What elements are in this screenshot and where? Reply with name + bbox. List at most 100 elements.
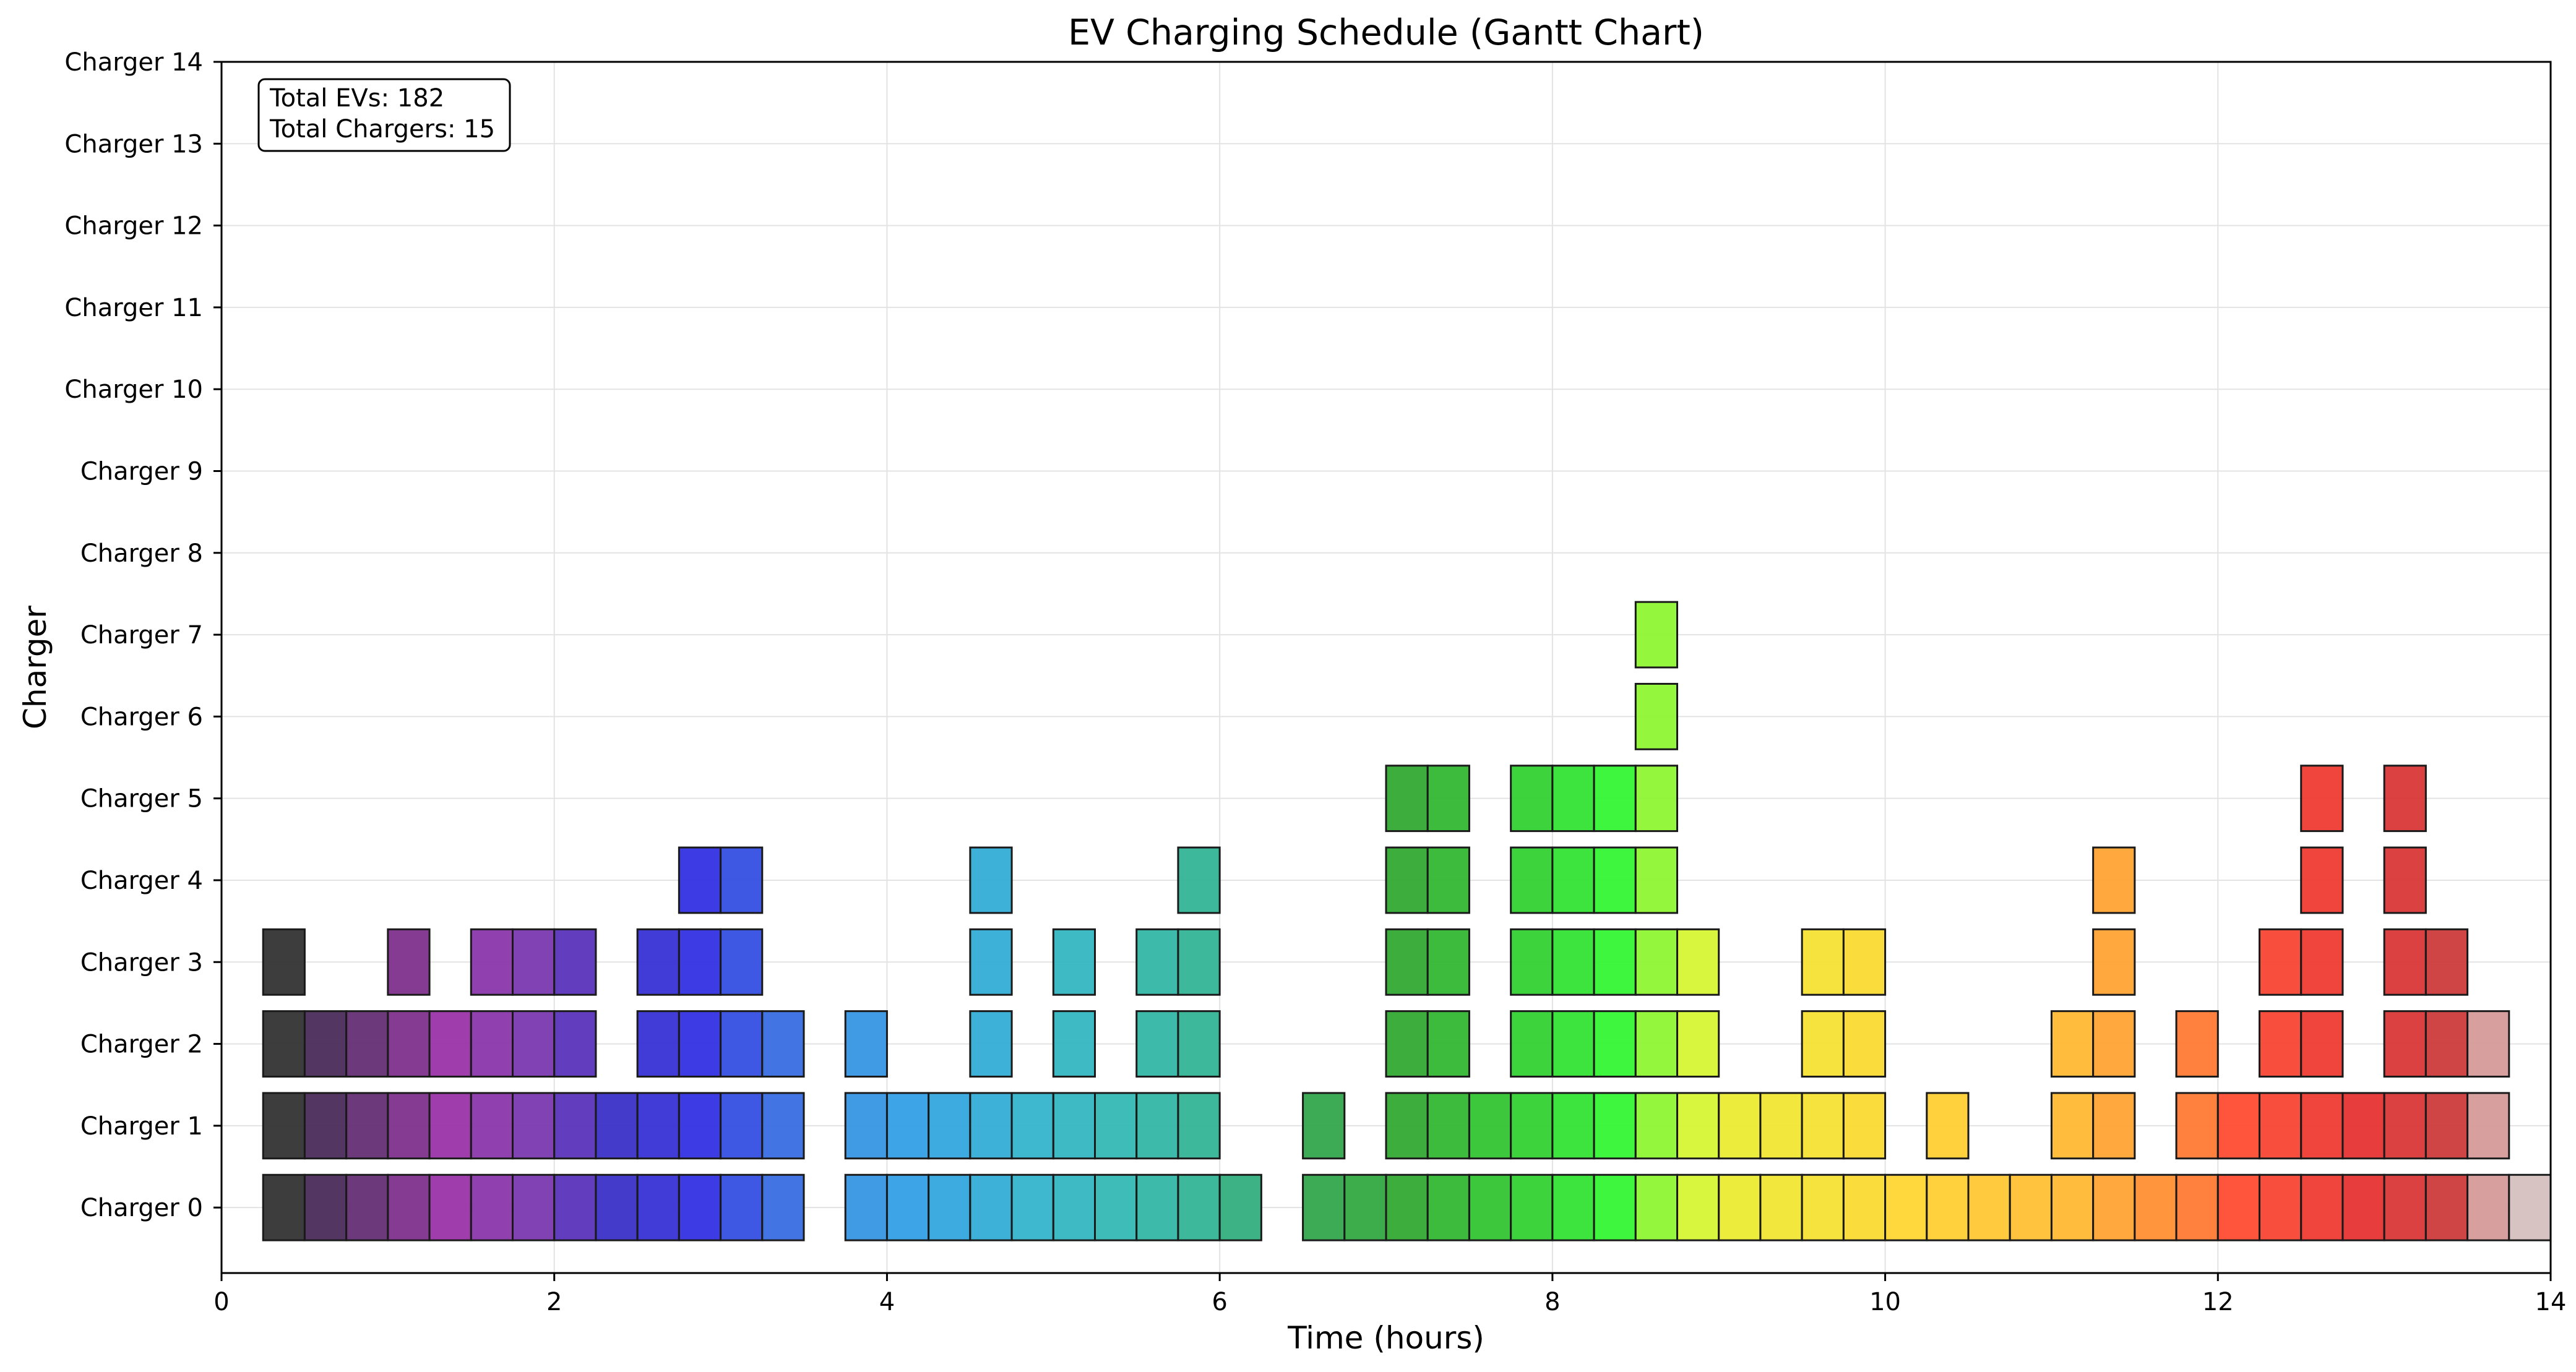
- charging-bar: [761, 1010, 805, 1078]
- charging-bar: [2383, 765, 2427, 833]
- charging-bar: [2259, 1173, 2302, 1241]
- charging-bar: [1926, 1092, 1970, 1160]
- y-tick-label: Charger 9: [80, 457, 203, 486]
- charging-bar: [720, 1173, 764, 1241]
- charging-bar: [720, 1092, 764, 1160]
- charging-bar: [1634, 928, 1678, 996]
- charging-bar: [928, 1092, 971, 1160]
- charging-bar: [1177, 1010, 1221, 1078]
- charging-bar: [678, 1092, 722, 1160]
- charging-bar: [2300, 1010, 2344, 1078]
- charging-bar: [1343, 1173, 1387, 1241]
- charging-bar: [1842, 928, 1887, 996]
- charging-bar: [2300, 1173, 2344, 1241]
- charging-bar: [1718, 1173, 1762, 1241]
- y-tick-label: Charger 6: [80, 703, 203, 731]
- charging-bar: [2259, 1092, 2302, 1160]
- charging-bar: [636, 1092, 680, 1160]
- charging-bar: [1177, 846, 1221, 914]
- charging-bar: [1551, 1173, 1595, 1241]
- charging-bar: [2300, 846, 2344, 914]
- charging-bar: [1426, 1010, 1470, 1078]
- charging-bar: [2175, 1173, 2219, 1241]
- charging-bar: [678, 928, 722, 996]
- charging-bar: [1468, 1092, 1512, 1160]
- charging-bar: [2424, 1092, 2469, 1160]
- charging-bar: [2383, 1173, 2427, 1241]
- charging-bar: [2216, 1092, 2260, 1160]
- charging-bar: [1426, 1092, 1470, 1160]
- x-tick-label: 6: [1212, 1288, 1227, 1316]
- charging-bar: [345, 1010, 389, 1078]
- charging-bar: [1634, 1010, 1678, 1078]
- charging-bar: [1135, 1173, 1179, 1241]
- charging-bar: [387, 1010, 431, 1078]
- charging-bar: [720, 1010, 764, 1078]
- charging-bar: [1052, 928, 1096, 996]
- y-tick-label: Charger 10: [64, 375, 203, 404]
- charging-bar: [1801, 1173, 1845, 1241]
- charging-bar: [2424, 928, 2469, 996]
- charging-bar: [2383, 1092, 2427, 1160]
- charging-bar: [2092, 928, 2136, 996]
- charging-bar: [512, 1173, 556, 1241]
- charging-bar: [1593, 1092, 1637, 1160]
- charging-bar: [1759, 1173, 1803, 1241]
- x-axis-label: Time (hours): [1287, 1320, 1484, 1356]
- charging-bar: [1593, 1010, 1637, 1078]
- charging-bar: [553, 1092, 597, 1160]
- charging-bar: [1593, 765, 1637, 833]
- charging-bar: [1052, 1010, 1096, 1078]
- charging-bar: [2092, 1010, 2136, 1078]
- charging-bar: [1135, 1092, 1179, 1160]
- charging-bar: [2383, 846, 2427, 914]
- charging-bar: [262, 1173, 306, 1241]
- charging-bar: [512, 1010, 556, 1078]
- annotation-total-evs: Total EVs: 182: [269, 84, 444, 113]
- charging-bar: [636, 1010, 680, 1078]
- charging-bar: [844, 1092, 888, 1160]
- y-tick-label: Charger 3: [80, 948, 203, 977]
- charging-bar: [678, 1010, 722, 1078]
- charging-bar: [2134, 1173, 2178, 1241]
- charging-bar: [1551, 1092, 1595, 1160]
- charging-bar: [2259, 1010, 2302, 1078]
- charging-bar: [1052, 1173, 1096, 1241]
- charging-bar: [1551, 846, 1595, 914]
- charging-bar: [1302, 1092, 1346, 1160]
- charging-bar: [470, 928, 514, 996]
- charging-bar: [1593, 1173, 1637, 1241]
- charging-bar: [1593, 846, 1637, 914]
- y-tick-label: Charger 0: [80, 1194, 203, 1222]
- charging-bar: [1177, 1092, 1221, 1160]
- charging-bar: [1634, 1173, 1678, 1241]
- annotation-frame: [257, 78, 511, 152]
- charging-bar: [1676, 1092, 1720, 1160]
- charging-bar: [595, 1173, 639, 1241]
- charging-bar: [1926, 1173, 1970, 1241]
- charging-bar: [928, 1173, 971, 1241]
- charging-bar: [1842, 1092, 1887, 1160]
- charging-bar: [885, 1092, 930, 1160]
- charging-bar: [2175, 1092, 2219, 1160]
- charging-bar: [844, 1010, 888, 1078]
- charging-bar: [553, 1173, 597, 1241]
- charging-bar: [1302, 1173, 1346, 1241]
- charging-bar: [512, 928, 556, 996]
- charging-bar: [1801, 928, 1845, 996]
- charging-bar: [2466, 1173, 2510, 1241]
- charging-bar: [1094, 1173, 1138, 1241]
- charging-bar: [1510, 765, 1554, 833]
- charging-bar: [761, 1173, 805, 1241]
- charging-bar: [1634, 1092, 1678, 1160]
- charging-bar: [553, 1010, 597, 1078]
- charging-bar: [303, 1092, 348, 1160]
- ticks-layer: 0 2 4 6 8 10 12 14 Charger 0 Charger 1 Charger 2 Ch…: [64, 48, 2566, 1316]
- charging-bar: [1177, 1173, 1221, 1241]
- x-tick-label: 12: [2202, 1288, 2234, 1316]
- y-tick-label: Charger 14: [64, 48, 203, 77]
- charging-bar: [470, 1092, 514, 1160]
- charging-bar: [2424, 1173, 2469, 1241]
- charging-bar: [1676, 1173, 1720, 1241]
